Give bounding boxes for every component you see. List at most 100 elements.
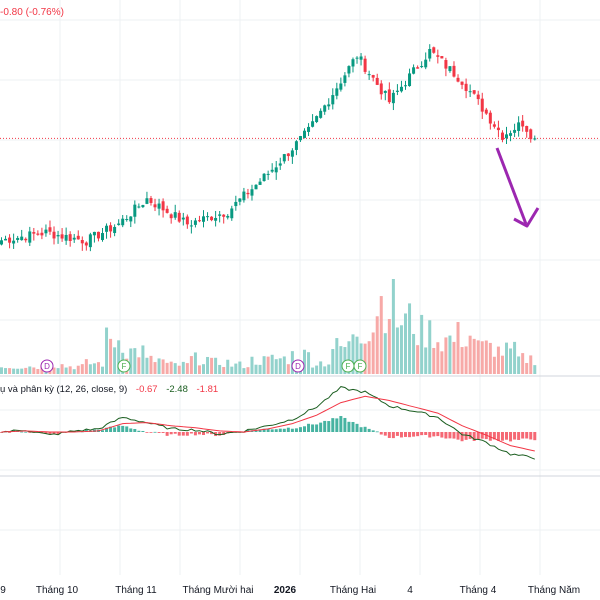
macd-hist-bar	[327, 421, 331, 432]
volume-bar	[246, 367, 250, 374]
volume-bar	[28, 366, 32, 374]
macd-hist-bar	[246, 429, 250, 432]
macd-hist-bar	[315, 424, 319, 432]
chart-grid	[0, 0, 600, 575]
candle-body	[56, 235, 60, 237]
candle-body	[347, 66, 351, 74]
x-axis: 9 Tháng 10 Tháng 11 Tháng Mười hai 2026 Tháng…	[0, 585, 580, 596]
candle-body	[92, 231, 96, 236]
candle-body	[331, 95, 335, 105]
macd-hist-bar	[270, 429, 274, 432]
volume-bar	[456, 322, 460, 374]
volume-bar	[371, 332, 375, 374]
volume-bar	[513, 341, 517, 374]
x-axis-label: 9	[0, 585, 6, 596]
volume-bar	[262, 356, 266, 374]
macd-hist-value: -0.67	[135, 384, 158, 395]
macd-title: ụ và phân kỳ (12, 26, close, 9)	[0, 384, 128, 395]
volume-bar	[383, 333, 387, 374]
macd-hist-bar	[149, 432, 153, 433]
macd-hist-bar	[500, 432, 504, 441]
macd-hist-bar	[84, 429, 88, 432]
macd-hist-bar	[335, 418, 339, 432]
candle-body	[52, 231, 56, 239]
macd-legend[interactable]: ụ và phân kỳ (12, 26, close, 9) -0.67 -2…	[0, 384, 218, 395]
candle-body	[533, 138, 537, 140]
volume-bar	[307, 352, 311, 374]
macd-hist-bar	[165, 432, 169, 436]
macd-hist-bar	[525, 432, 529, 439]
volume-bar	[234, 363, 238, 374]
macd-hist-bar	[278, 428, 282, 432]
volume-bar	[509, 348, 513, 374]
volume-bar	[109, 338, 113, 374]
volume-bar	[303, 349, 306, 374]
volume-bar	[36, 369, 40, 374]
candle-body	[218, 214, 222, 216]
candle-body	[125, 219, 129, 221]
candle-body	[448, 66, 452, 72]
macd-hist-bar	[52, 432, 56, 434]
candle-body	[250, 189, 254, 196]
macd-hist-bar	[222, 432, 226, 436]
volume-bar	[505, 342, 508, 374]
macd-hist-bar	[492, 432, 496, 440]
macd-hist-bar	[109, 426, 113, 432]
macd-line-value: -2.48	[166, 384, 188, 395]
volume-bar	[359, 343, 363, 374]
volume-bar	[399, 325, 403, 374]
event-marker-circle	[117, 359, 131, 373]
macd-hist-bar	[521, 432, 525, 439]
macd-hist-bar	[452, 432, 456, 439]
volume-bar	[347, 341, 351, 374]
macd-hist-bar	[282, 428, 286, 432]
volume-bar	[404, 313, 407, 374]
volume-bar	[137, 357, 141, 374]
event-marker-d: D	[291, 359, 305, 373]
candle-body	[351, 59, 355, 67]
candle-body	[149, 198, 153, 203]
volume-bar	[72, 369, 76, 374]
candle-body	[327, 104, 331, 107]
candle-body	[456, 77, 460, 82]
volume-bar	[436, 342, 440, 374]
macd-hist-bar	[20, 431, 24, 433]
macd-hist-bar	[202, 432, 205, 435]
candle-body	[197, 220, 201, 222]
volume-bar	[189, 356, 193, 374]
candle-body	[371, 75, 375, 78]
event-marker-d: D	[40, 359, 54, 373]
macd-hist-bar	[383, 432, 387, 436]
candle-body	[517, 122, 521, 131]
macd-hist-bar	[533, 432, 537, 441]
trend-arrow-annotation[interactable]	[495, 147, 540, 228]
event-marker-label: F	[122, 362, 127, 371]
candle-body	[404, 85, 407, 87]
candle-body	[424, 59, 428, 68]
candle-body	[72, 237, 76, 240]
macd-hist-bar	[464, 432, 468, 440]
candle-body	[161, 201, 165, 211]
volume-bar	[88, 364, 92, 374]
candle-body	[303, 130, 306, 138]
volume-bar	[529, 355, 533, 374]
volume-bar	[105, 327, 109, 374]
macd-hist-bar	[355, 423, 359, 432]
volume-bar	[339, 346, 343, 374]
volume-bar	[242, 368, 246, 374]
x-axis-label: Tháng 10	[36, 585, 79, 596]
candle-body	[238, 198, 242, 202]
x-axis-label: 4	[407, 585, 413, 596]
candle-body	[367, 74, 371, 76]
volume-bar	[181, 361, 185, 374]
macd-hist-bar	[387, 432, 391, 438]
volume-bar	[129, 348, 133, 374]
volume-bar	[319, 361, 323, 374]
macd-hist-bar	[408, 432, 412, 438]
volume-bar	[315, 365, 319, 374]
macd-hist-bar	[189, 432, 193, 434]
volume-bar	[375, 316, 379, 374]
macd-hist-bar	[319, 422, 323, 432]
candle-body	[505, 134, 508, 139]
